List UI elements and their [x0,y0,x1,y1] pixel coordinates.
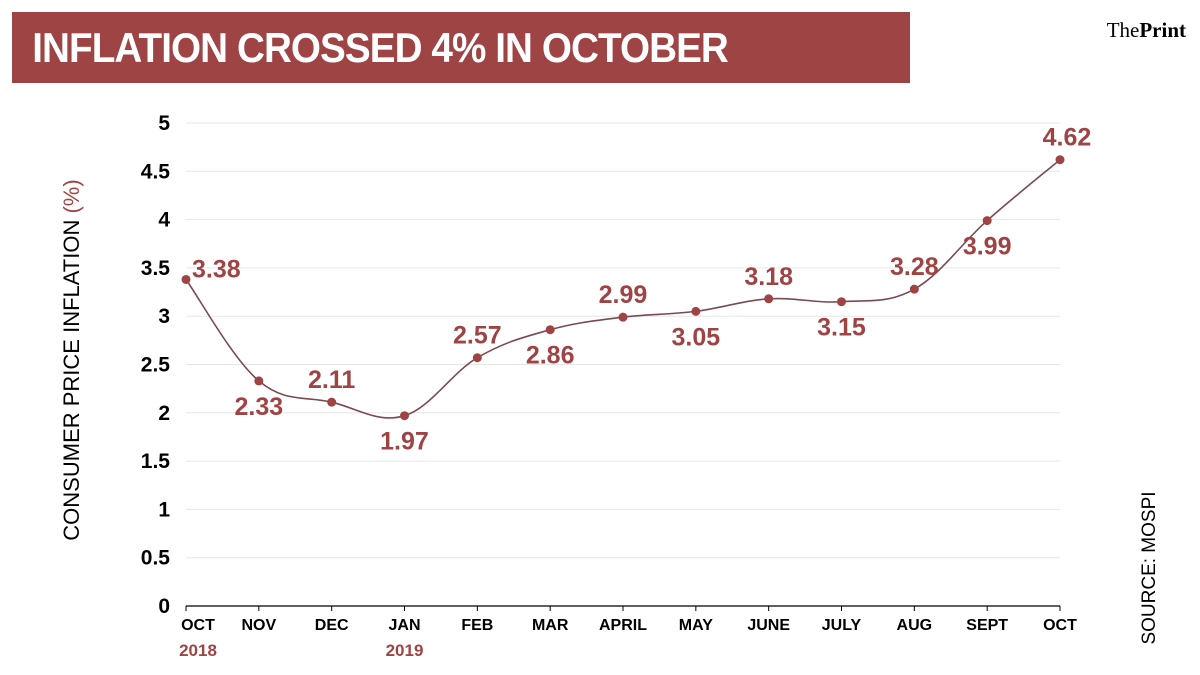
x-tick-label: SEPT [966,617,1008,634]
data-label: 2.33 [234,393,283,421]
y-tick-label: 1 [158,498,170,521]
y-tick-label: 0.5 [141,547,171,570]
data-point [982,216,992,226]
theprint-logo: ThePrint [1107,18,1186,43]
x-tick-label: FEB [461,617,493,634]
data-label: 2.99 [599,281,648,309]
x-tick-label: OCT [1043,617,1077,634]
x-tick-label: DEC [315,617,349,634]
data-label: 2.11 [308,366,355,394]
y-tick-label: 3.5 [141,257,171,280]
data-point [1055,155,1065,165]
y-tick-label: 2.5 [141,354,171,377]
x-tick-label: MAR [532,617,569,634]
data-point [545,325,555,335]
title-banner: INFLATION CROSSED 4% IN OCTOBER [12,12,910,83]
x-year-label: 2019 [386,641,424,660]
y-tick-label: 5 [158,112,170,135]
x-tick-label: OCT [181,617,215,634]
x-year-label: 2018 [179,641,217,660]
y-tick-label: 0 [158,595,170,618]
x-tick-label: AUG [897,617,933,634]
y-tick-label: 1.5 [141,450,171,473]
data-point [400,411,409,421]
data-label: 2.86 [526,342,575,370]
data-point [181,274,191,284]
x-tick-label: NOV [241,617,276,634]
data-label: 2.57 [453,322,502,350]
data-point [327,397,337,407]
data-point [618,312,628,322]
data-label: 3.28 [890,253,939,281]
y-tick-label: 4 [158,209,170,232]
data-label: 3.15 [817,314,866,342]
data-label: 1.97 [380,428,429,456]
data-point [254,376,264,386]
x-tick-label: JAN [388,617,420,634]
data-point [691,306,701,316]
data-point [764,294,774,304]
y-tick-label: 3 [158,305,170,328]
data-label: 3.05 [671,323,720,351]
logo-prefix: The [1106,18,1140,42]
logo-bold: Print [1139,18,1186,42]
chart-title: INFLATION CROSSED 4% IN OCTOBER [32,23,729,71]
y-tick-label: 2 [158,402,170,425]
data-label: 3.38 [192,255,241,283]
data-point [472,353,482,363]
data-point [837,297,846,307]
data-label: 3.18 [744,263,793,291]
x-tick-label: JUNE [747,617,790,634]
x-tick-label: JULY [822,617,862,634]
data-label: 3.99 [963,233,1012,261]
data-label: 4.62 [1043,124,1092,152]
x-tick-label: APRIL [599,617,647,634]
x-tick-label: MAY [679,617,713,634]
y-tick-label: 4.5 [141,160,171,183]
data-point [909,284,919,294]
